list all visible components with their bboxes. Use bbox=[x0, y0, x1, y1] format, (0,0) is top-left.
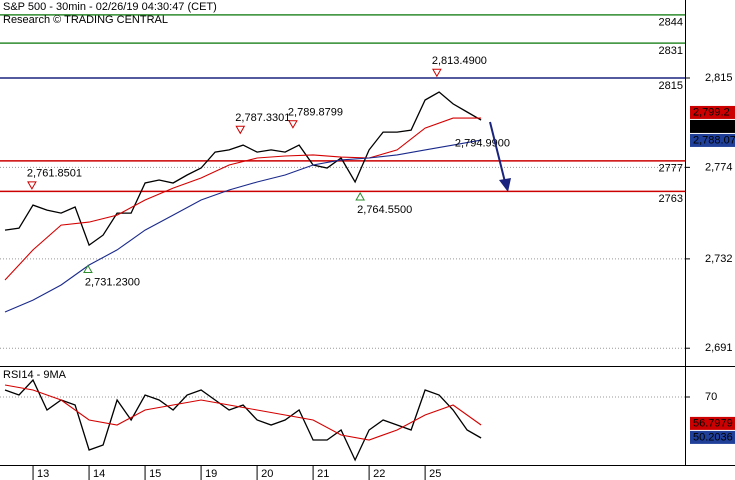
last-value-label: 56.7979 bbox=[693, 417, 733, 429]
series-line bbox=[4, 139, 482, 313]
high-marker bbox=[432, 68, 442, 78]
x-tick-label: 25 bbox=[429, 468, 441, 480]
high-marker bbox=[235, 125, 246, 135]
y-tick-label: 2,691 bbox=[705, 342, 733, 354]
forecast-arrow bbox=[489, 121, 506, 183]
low-marker bbox=[83, 264, 93, 274]
high-label: 2,813.4900 bbox=[432, 55, 487, 67]
rsi-title: RSI14 - 9MA bbox=[3, 369, 67, 381]
plot: 13 14 15 19 20 21 22 25 2,815 2,774 2,732 2,691 2844… bbox=[0, 14, 735, 480]
level-label: 2777 bbox=[659, 163, 683, 175]
note-label: 2,794.9900 bbox=[455, 138, 510, 150]
x-tick-label: 20 bbox=[261, 468, 273, 480]
high-marker bbox=[288, 120, 298, 129]
y-tick-label: 2,774 bbox=[705, 161, 733, 173]
last-value-label: 50.2036 bbox=[693, 431, 733, 443]
series-line bbox=[4, 378, 482, 462]
last-value-label: 2,799.2 bbox=[693, 106, 730, 118]
high-label: 2,761.8501 bbox=[27, 168, 82, 180]
x-tick-label: 15 bbox=[149, 468, 161, 480]
x-tick-label: 13 bbox=[37, 468, 49, 480]
level-label: 2831 bbox=[659, 45, 683, 57]
level-label: 2815 bbox=[659, 80, 683, 92]
high-label: 2,787.3301 bbox=[235, 112, 290, 124]
last-value-box bbox=[690, 430, 735, 444]
series-line bbox=[4, 117, 482, 281]
x-tick-label: 22 bbox=[373, 468, 385, 480]
series-line bbox=[4, 91, 482, 247]
y-tick-label: 2,815 bbox=[705, 72, 733, 84]
level-label: 2763 bbox=[659, 193, 683, 205]
last-value-box bbox=[690, 105, 735, 119]
chart-subtitle: Research © TRADING CENTRAL bbox=[3, 14, 168, 26]
last-value-label: 2,796.11 bbox=[693, 120, 735, 132]
low-marker bbox=[355, 191, 366, 201]
x-tick-label: 21 bbox=[317, 468, 329, 480]
high-marker bbox=[27, 181, 37, 190]
level-label: 2844 bbox=[659, 17, 683, 29]
last-value-box bbox=[690, 119, 735, 133]
x-tick-label: 14 bbox=[93, 468, 105, 480]
low-label: 2,764.5500 bbox=[357, 204, 412, 216]
series-line bbox=[4, 384, 482, 441]
chart-title: S&P 500 - 30min - 02/26/19 04:30:47 (CET… bbox=[3, 1, 217, 13]
last-value-label: 2,788.07 bbox=[693, 134, 735, 146]
last-value-box bbox=[690, 133, 735, 147]
last-value-box bbox=[690, 416, 735, 430]
high-label: 2,789.8799 bbox=[288, 107, 343, 119]
y-tick-label: 2,732 bbox=[705, 253, 733, 265]
low-label: 2,731.2300 bbox=[85, 276, 140, 288]
x-tick-label: 19 bbox=[205, 468, 217, 480]
y-tick-label: 70 bbox=[705, 391, 717, 403]
forecast-arrowhead bbox=[499, 178, 511, 192]
